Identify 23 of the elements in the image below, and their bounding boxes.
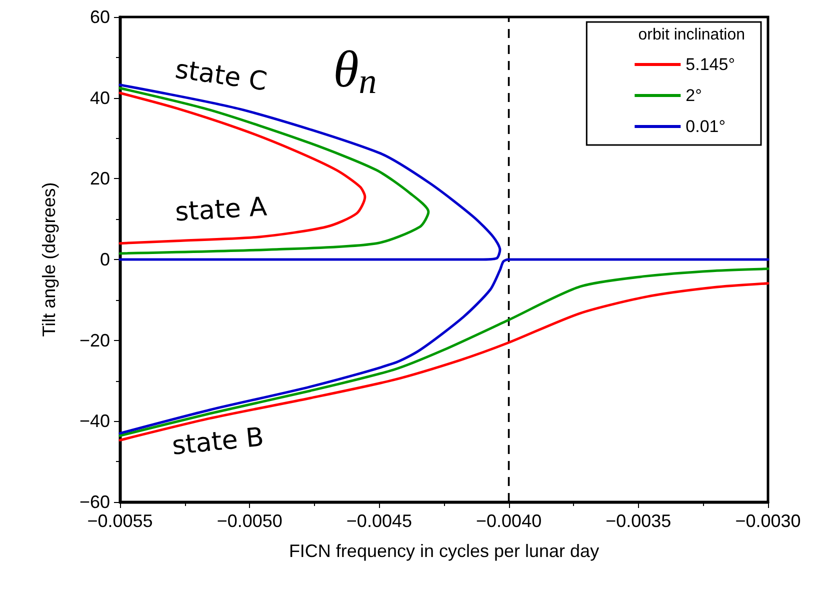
x-tick-label: −0.0045 [346, 511, 412, 531]
x-axis-title: FICN frequency in cycles per lunar day [288, 541, 600, 561]
annotation: state A [174, 192, 268, 228]
x-tick-label: −0.0050 [216, 511, 282, 531]
y-tick-label: −40 [79, 411, 110, 432]
y-tick-label: 0 [100, 250, 110, 270]
y-axis-title: Tilt angle (degrees) [39, 182, 59, 337]
y-tick-label: −60 [79, 492, 110, 512]
y-tick-label: −20 [79, 330, 110, 350]
legend-label: 2° [686, 86, 702, 105]
y-tick-label: 20 [90, 168, 110, 189]
annotation: state B [170, 422, 266, 462]
x-tick-label: −0.0035 [606, 511, 672, 531]
legend-label: 5.145° [686, 55, 736, 74]
y-tick-label: 40 [90, 88, 110, 108]
line-series [118, 92, 366, 245]
y-tick-label: 60 [90, 7, 110, 27]
annotation: state C [173, 54, 269, 98]
x-tick-label: −0.0055 [87, 511, 153, 531]
legend-title: orbit inclination [638, 26, 746, 44]
x-tick-label: −0.0040 [476, 511, 542, 531]
legend-label: 0.01° [686, 117, 726, 136]
x-tick-label: −0.0030 [735, 511, 801, 531]
